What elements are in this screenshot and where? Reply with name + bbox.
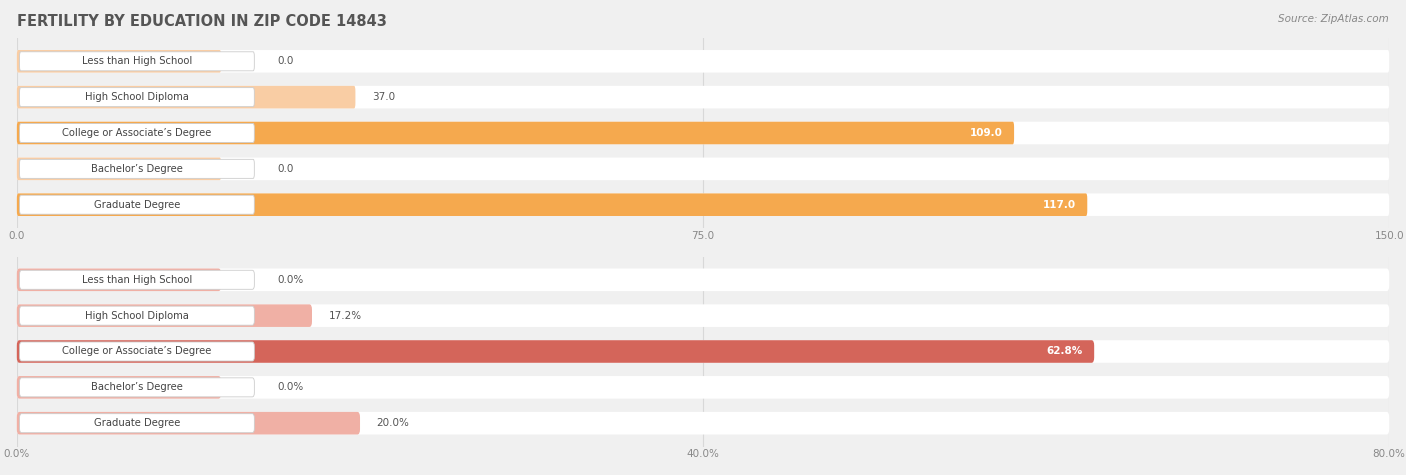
FancyBboxPatch shape <box>20 342 254 361</box>
Text: Graduate Degree: Graduate Degree <box>94 418 180 428</box>
FancyBboxPatch shape <box>17 268 1389 291</box>
FancyBboxPatch shape <box>17 50 221 73</box>
FancyBboxPatch shape <box>17 304 312 327</box>
Text: High School Diploma: High School Diploma <box>84 92 188 102</box>
Text: Source: ZipAtlas.com: Source: ZipAtlas.com <box>1278 14 1389 24</box>
FancyBboxPatch shape <box>20 378 254 397</box>
Text: Bachelor’s Degree: Bachelor’s Degree <box>91 164 183 174</box>
Text: College or Associate’s Degree: College or Associate’s Degree <box>62 346 212 357</box>
Text: Bachelor’s Degree: Bachelor’s Degree <box>91 382 183 392</box>
FancyBboxPatch shape <box>20 306 254 325</box>
FancyBboxPatch shape <box>17 268 221 291</box>
FancyBboxPatch shape <box>17 122 1389 144</box>
FancyBboxPatch shape <box>17 412 1389 435</box>
FancyBboxPatch shape <box>17 193 1389 216</box>
Text: Less than High School: Less than High School <box>82 57 193 66</box>
Text: Graduate Degree: Graduate Degree <box>94 200 180 209</box>
Text: FERTILITY BY EDUCATION IN ZIP CODE 14843: FERTILITY BY EDUCATION IN ZIP CODE 14843 <box>17 14 387 29</box>
FancyBboxPatch shape <box>20 124 254 142</box>
FancyBboxPatch shape <box>17 340 1094 363</box>
Text: 0.0%: 0.0% <box>277 275 304 285</box>
FancyBboxPatch shape <box>17 304 1389 327</box>
FancyBboxPatch shape <box>20 87 254 107</box>
FancyBboxPatch shape <box>17 86 1389 108</box>
FancyBboxPatch shape <box>17 193 1087 216</box>
FancyBboxPatch shape <box>17 158 1389 180</box>
FancyBboxPatch shape <box>17 376 221 399</box>
FancyBboxPatch shape <box>17 412 360 435</box>
Text: 0.0: 0.0 <box>277 164 294 174</box>
Text: Less than High School: Less than High School <box>82 275 193 285</box>
Text: 0.0: 0.0 <box>277 57 294 66</box>
Text: 62.8%: 62.8% <box>1047 346 1083 357</box>
FancyBboxPatch shape <box>20 159 254 179</box>
Text: 17.2%: 17.2% <box>329 311 361 321</box>
FancyBboxPatch shape <box>20 270 254 289</box>
FancyBboxPatch shape <box>17 86 356 108</box>
FancyBboxPatch shape <box>20 414 254 433</box>
FancyBboxPatch shape <box>17 340 1389 363</box>
Text: 20.0%: 20.0% <box>377 418 409 428</box>
FancyBboxPatch shape <box>17 376 1389 399</box>
Text: College or Associate’s Degree: College or Associate’s Degree <box>62 128 212 138</box>
Text: 109.0: 109.0 <box>970 128 1002 138</box>
Text: 117.0: 117.0 <box>1043 200 1076 209</box>
FancyBboxPatch shape <box>17 50 1389 73</box>
FancyBboxPatch shape <box>20 195 254 214</box>
FancyBboxPatch shape <box>17 122 1014 144</box>
FancyBboxPatch shape <box>17 158 221 180</box>
FancyBboxPatch shape <box>20 52 254 71</box>
Text: High School Diploma: High School Diploma <box>84 311 188 321</box>
Text: 37.0: 37.0 <box>371 92 395 102</box>
Text: 0.0%: 0.0% <box>277 382 304 392</box>
